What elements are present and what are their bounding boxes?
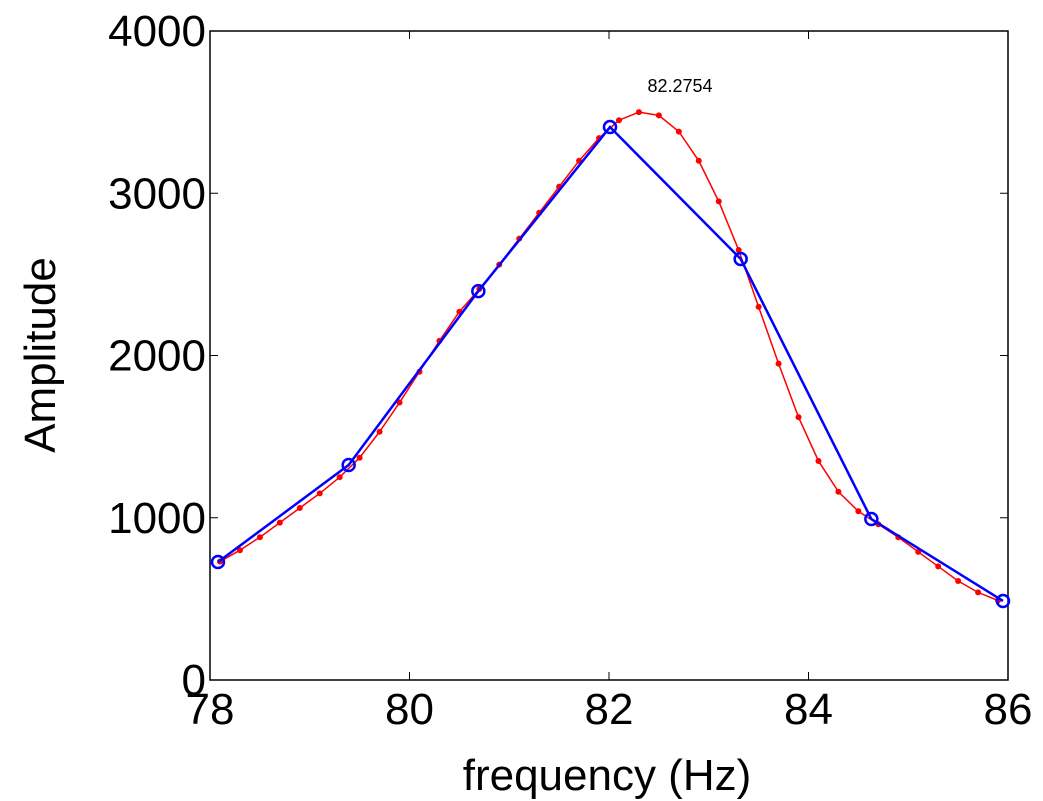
data-point	[855, 508, 862, 515]
data-point	[815, 457, 822, 464]
annotation: 82.2754	[647, 76, 712, 96]
data-point	[396, 399, 403, 406]
y-tick-label: 4000	[108, 7, 206, 56]
data-point	[735, 247, 742, 254]
data-point	[256, 534, 263, 541]
data-point	[635, 109, 642, 116]
data-point	[341, 457, 356, 473]
data-point	[655, 112, 662, 119]
data-point	[675, 128, 682, 135]
x-tick-label: 80	[385, 685, 434, 734]
data-point	[975, 589, 982, 596]
data-point	[955, 578, 962, 585]
y-tick-label: 1000	[108, 494, 206, 543]
y-axis-label: Amplitude	[16, 257, 65, 453]
data-point	[356, 454, 363, 461]
x-tick-label: 84	[784, 685, 833, 734]
data-point	[602, 119, 618, 135]
data-point	[276, 519, 283, 526]
data-point	[733, 251, 748, 267]
data-point	[835, 488, 842, 495]
y-tick-label: 2000	[108, 332, 206, 381]
data-point	[210, 554, 226, 570]
data-point	[775, 360, 782, 367]
data-point	[471, 283, 486, 299]
data-point	[935, 563, 942, 570]
x-tick-label: 78	[186, 685, 235, 734]
data-point	[236, 547, 243, 554]
data-point	[995, 593, 1011, 609]
data-point	[376, 428, 383, 435]
data-point	[316, 490, 323, 497]
data-point	[715, 198, 722, 205]
data-point	[695, 157, 702, 164]
data-point	[615, 117, 622, 124]
x-axis-label: frequency (Hz)	[463, 751, 752, 800]
x-tick-label: 86	[984, 685, 1033, 734]
data-point	[795, 414, 802, 421]
data-point	[755, 303, 762, 310]
y-tick-label: 0	[182, 656, 206, 705]
data-point	[864, 511, 879, 527]
x-tick-label: 82	[585, 685, 634, 734]
data-point	[296, 505, 303, 512]
data-point	[336, 474, 343, 481]
series-line	[217, 125, 1004, 603]
y-tick-label: 3000	[108, 169, 206, 218]
